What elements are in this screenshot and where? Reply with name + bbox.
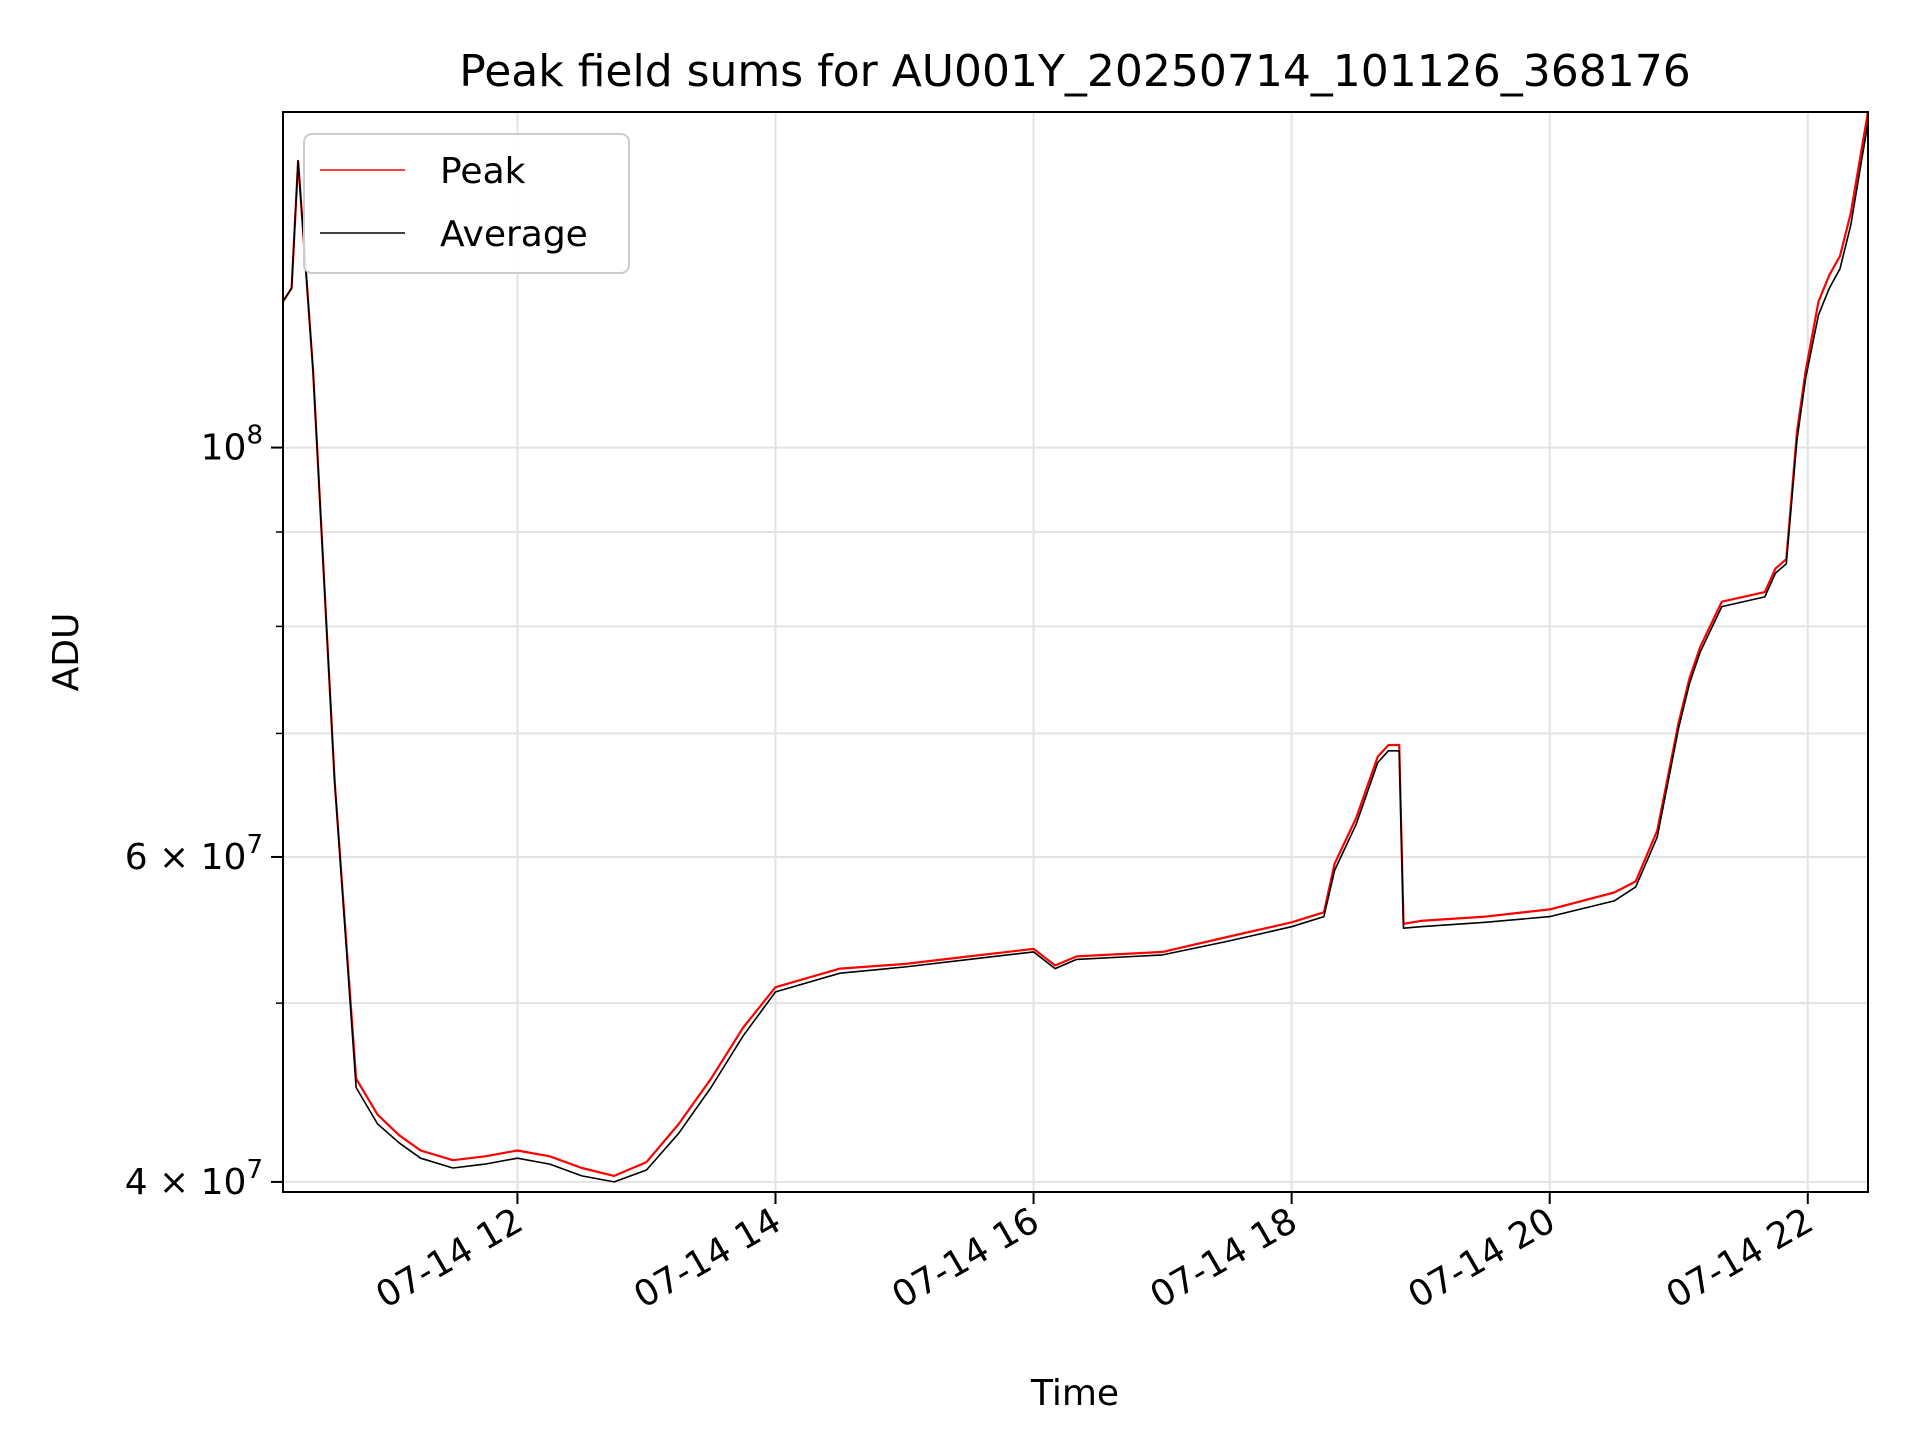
y-tick-label: 4 × 107: [125, 1155, 263, 1203]
y-axis-label: ADU: [46, 613, 87, 692]
legend: Peak Average: [303, 133, 630, 274]
legend-peak-label: Peak: [440, 151, 526, 192]
series-layer: [283, 112, 1868, 1183]
y-tick-label: 6 × 107: [125, 830, 263, 878]
plot-frame: [282, 111, 1869, 1193]
grid: [283, 112, 1868, 1192]
legend-box: [303, 133, 630, 274]
legend-average-label: Average: [440, 214, 588, 255]
x-axis-label: Time: [1030, 1373, 1119, 1414]
series-line-peak: [283, 112, 1868, 1178]
chart-title: Peak field sums for AU001Y_20250714_1011…: [459, 46, 1691, 97]
series-line-average: [283, 122, 1868, 1183]
